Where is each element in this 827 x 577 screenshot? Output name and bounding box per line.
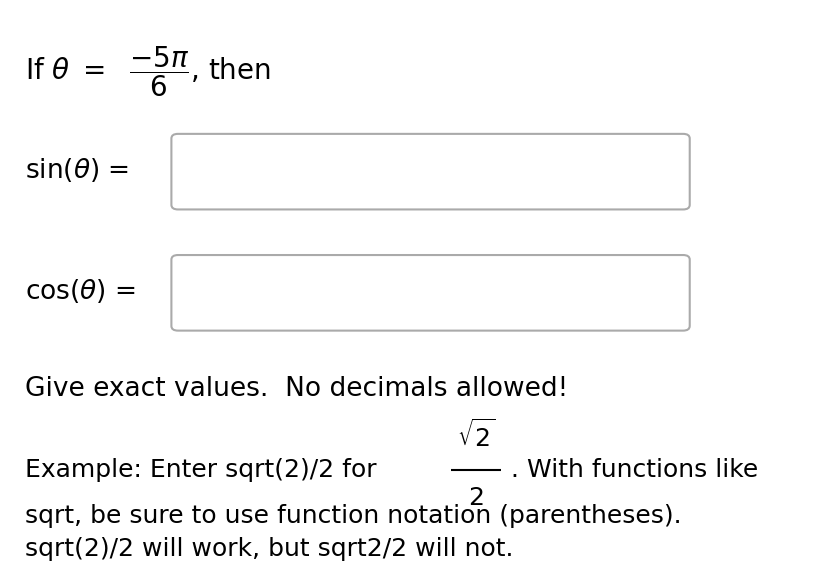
Text: Give exact values.  No decimals allowed!: Give exact values. No decimals allowed!: [25, 376, 567, 403]
Text: If $\theta$ $=$  $\dfrac{-5\pi}{6}$, then: If $\theta$ $=$ $\dfrac{-5\pi}{6}$, then: [25, 45, 270, 99]
FancyBboxPatch shape: [171, 255, 689, 331]
Text: sqrt, be sure to use function notation (parentheses).: sqrt, be sure to use function notation (…: [25, 504, 681, 529]
FancyBboxPatch shape: [171, 134, 689, 209]
Text: $\sin(\theta)$ =: $\sin(\theta)$ =: [25, 156, 129, 184]
Text: $\cos(\theta)$ =: $\cos(\theta)$ =: [25, 278, 136, 305]
Text: sqrt(2)/2 will work, but sqrt2/2 will not.: sqrt(2)/2 will work, but sqrt2/2 will no…: [25, 537, 513, 561]
Text: $2$: $2$: [468, 486, 483, 511]
Text: $\sqrt{2}$: $\sqrt{2}$: [457, 419, 495, 452]
Text: . With functions like: . With functions like: [510, 458, 758, 482]
Text: Example: Enter sqrt(2)/2 for: Example: Enter sqrt(2)/2 for: [25, 458, 376, 482]
